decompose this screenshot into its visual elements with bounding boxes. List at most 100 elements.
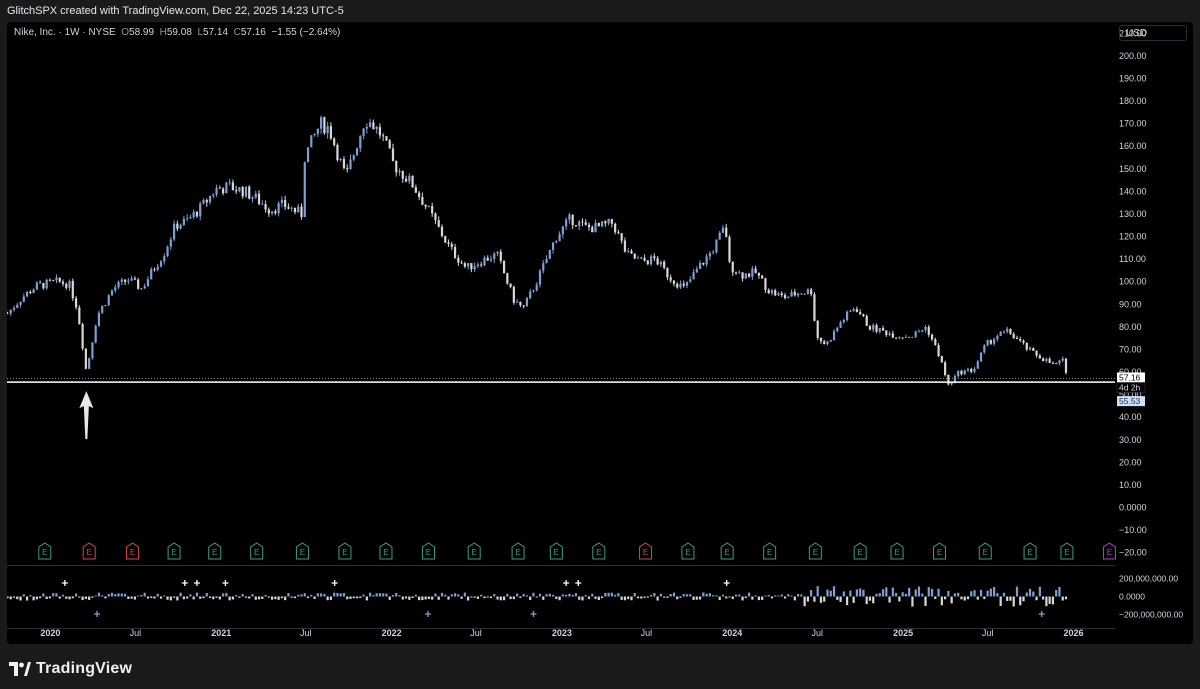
candle-body [630, 250, 633, 254]
volume-bar [22, 594, 25, 597]
earnings-marker[interactable]: E [467, 542, 481, 560]
volume-bar [264, 594, 267, 597]
arrow-annotation [79, 391, 94, 440]
volume-bar [996, 593, 999, 597]
volume-bar [914, 589, 917, 597]
earnings-marker[interactable]: E [681, 542, 695, 560]
legend-low-label: L [197, 27, 204, 38]
volume-bar [764, 595, 767, 597]
volume-bar [881, 589, 885, 597]
earnings-marker[interactable]: E [421, 542, 435, 560]
earnings-marker-label: E [1064, 548, 1069, 557]
earnings-marker-label: E [894, 548, 899, 557]
volume-bar [78, 596, 81, 598]
earnings-marker[interactable]: E [1102, 542, 1116, 560]
candle-body [774, 290, 777, 296]
earnings-marker[interactable]: E [167, 542, 181, 560]
volume-bar [983, 596, 986, 600]
candle-body [816, 320, 819, 338]
earnings-marker[interactable]: E [379, 542, 393, 560]
earnings-marker[interactable]: E [549, 542, 563, 560]
volume-bar [150, 596, 153, 598]
price-axis-tick: 200.00 [1119, 51, 1147, 61]
earnings-marker-shape [421, 542, 435, 560]
volume-bar [917, 586, 921, 597]
earnings-marker[interactable]: E [1060, 542, 1074, 560]
volume-bar [930, 588, 934, 597]
candle-body [306, 147, 310, 163]
candle-body [525, 298, 529, 307]
candle-body [159, 261, 163, 267]
earnings-marker[interactable]: E [763, 542, 777, 560]
candle-body [453, 246, 457, 258]
candle-body [790, 291, 793, 297]
volume-bar [434, 593, 437, 597]
earnings-marker[interactable]: E [592, 542, 606, 560]
earnings-marker[interactable]: E [511, 542, 525, 560]
earnings-marker[interactable]: E [978, 542, 992, 560]
earnings-marker[interactable]: E [250, 542, 264, 560]
volume-bar [970, 591, 973, 597]
candle-body [594, 222, 597, 233]
volume-bar [584, 595, 587, 597]
candle-body [813, 294, 816, 321]
volume-bar [1012, 596, 1015, 607]
volume-bar [891, 587, 894, 597]
candle-body [78, 307, 81, 325]
candle-body [1012, 333, 1015, 338]
volume-bar [898, 596, 901, 602]
volume-bar [529, 596, 532, 600]
candle-body [819, 337, 823, 342]
chart-area[interactable]: 210.00 200.00 190.00 180.00 170.00 160.00 150.… [7, 22, 1193, 644]
candle-body [444, 236, 447, 243]
volume-bar [594, 596, 597, 599]
earnings-marker[interactable]: E [38, 542, 52, 560]
volume-bar [548, 593, 551, 597]
earnings-marker[interactable]: E [338, 542, 352, 560]
candle-body [751, 268, 754, 277]
earnings-marker[interactable]: E [82, 542, 96, 560]
earnings-marker[interactable]: E [1023, 542, 1037, 560]
volume-bar [12, 596, 16, 598]
earnings-marker[interactable]: E [208, 542, 222, 560]
volume-bar [123, 593, 127, 597]
earnings-marker[interactable]: E [126, 542, 140, 560]
volume-bar [682, 594, 685, 597]
candle-body [169, 239, 172, 247]
earnings-marker-shape [126, 542, 140, 560]
candle-body [895, 337, 898, 339]
candle-body [7, 313, 9, 315]
volume-bar [156, 593, 159, 597]
candle-body [676, 283, 679, 288]
earnings-marker-shape [82, 542, 96, 560]
earnings-marker[interactable]: E [720, 542, 734, 560]
tradingview-logo[interactable]: TradingView [9, 658, 132, 680]
earnings-marker-shape [592, 542, 606, 560]
earnings-marker[interactable]: E [638, 542, 652, 560]
earnings-marker-label: E [212, 548, 217, 557]
earnings-marker[interactable]: E [295, 542, 309, 560]
earnings-marker-shape [638, 542, 652, 560]
volume-bar [97, 592, 101, 597]
price-axis-tick: 0.0000 [1119, 503, 1147, 513]
price-chart[interactable]: 210.00 200.00 190.00 180.00 170.00 160.00 150.… [7, 22, 1193, 644]
candle-body [617, 232, 620, 234]
earnings-marker-label: E [724, 548, 729, 557]
volume-bar [581, 596, 584, 601]
candle-body [411, 175, 414, 188]
volume-signal-marker [530, 611, 537, 617]
earnings-marker[interactable]: E [853, 542, 867, 560]
currency-selector[interactable]: USD [1119, 25, 1187, 41]
earnings-marker[interactable]: E [808, 542, 822, 560]
candle-body [326, 126, 329, 134]
volume-bar [1009, 596, 1012, 601]
earnings-marker-label: E [767, 548, 772, 557]
candle-body [12, 307, 16, 310]
candle-body [996, 335, 999, 340]
volume-bar [411, 596, 414, 598]
earnings-marker[interactable]: E [933, 542, 947, 560]
earnings-marker[interactable]: E [890, 542, 904, 560]
volume-bar [140, 594, 143, 597]
price-axis-tick: 190.00 [1119, 73, 1147, 83]
volume-bar [587, 596, 591, 599]
